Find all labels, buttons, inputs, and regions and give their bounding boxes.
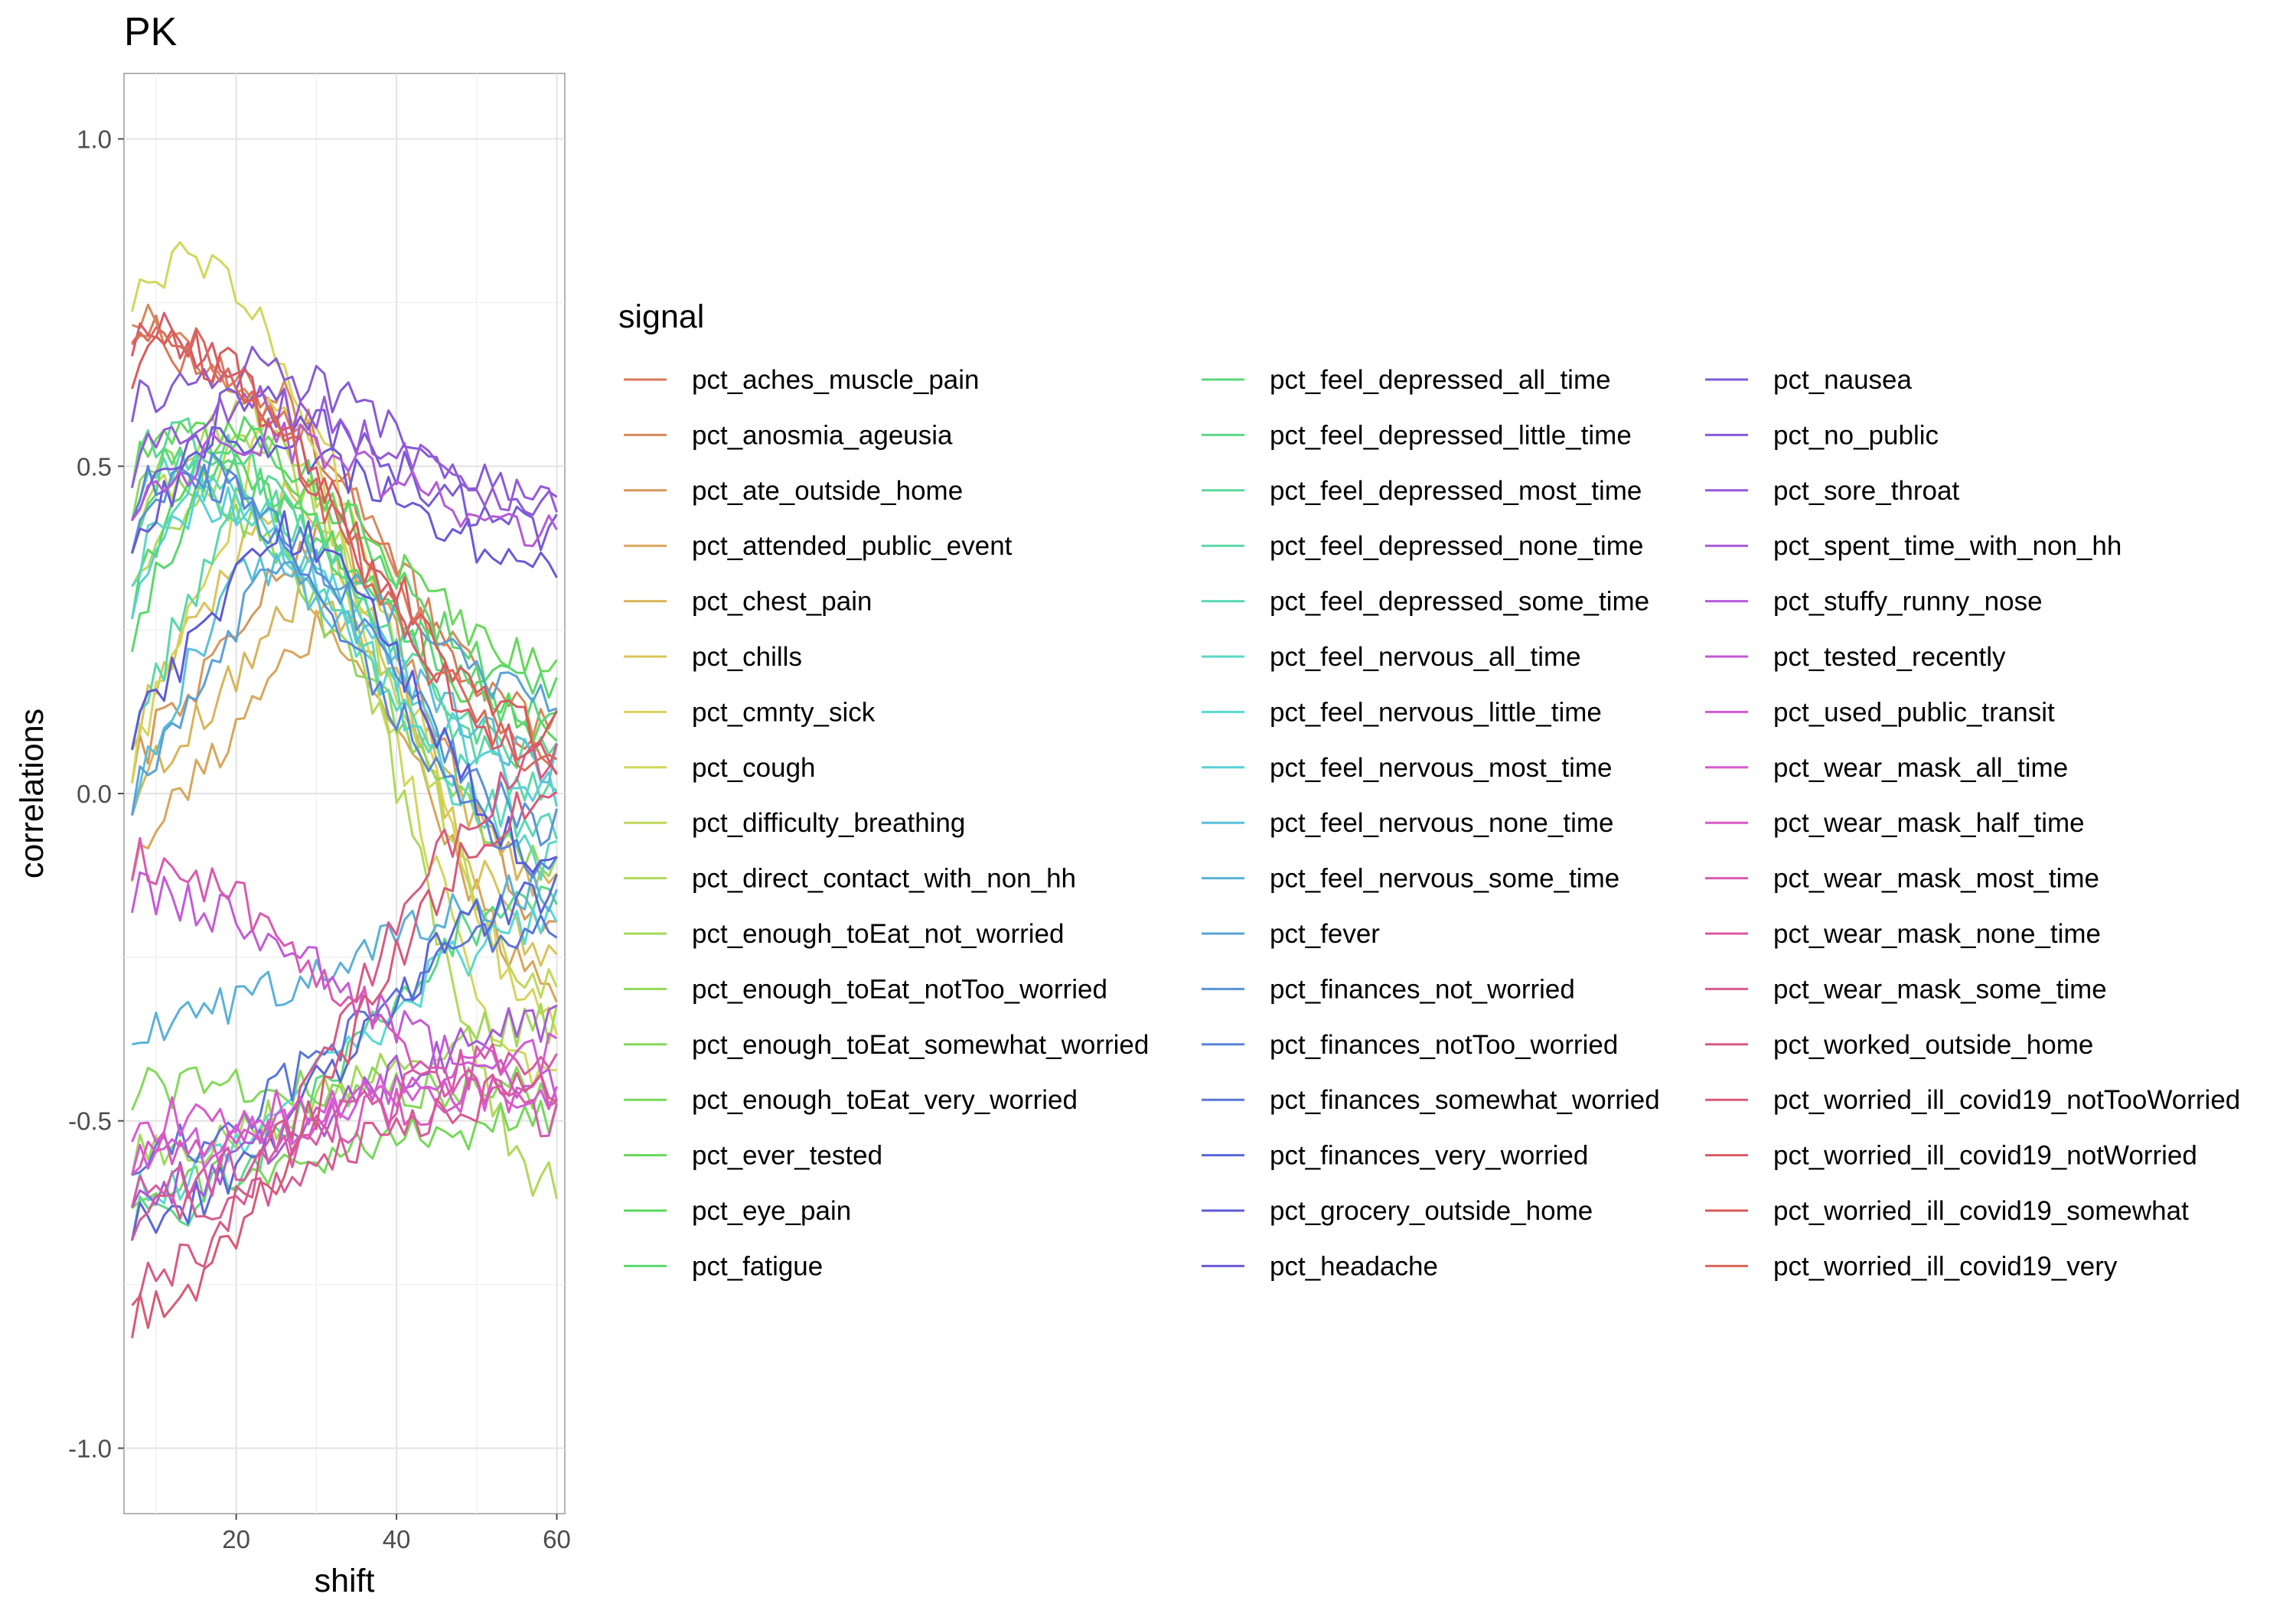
series-line-pct_feel_nervous_all_time <box>131 461 557 882</box>
y-tick-label: -1.0 <box>68 1434 112 1462</box>
legend-label: pct_chest_pain <box>692 587 872 617</box>
series-line-pct_feel_nervous_some_time <box>132 871 558 1046</box>
legend-label: pct_direct_contact_with_non_hh <box>692 864 1076 894</box>
series-line-pct_fever <box>131 549 558 816</box>
legend-label: pct_finances_not_worried <box>1270 974 1575 1004</box>
series-line-pct_worried_ill_covid19_somewhat <box>131 328 558 748</box>
legend-label: pct_enough_toEat_somewhat_worried <box>692 1030 1149 1060</box>
y-axis-label: correlations <box>14 709 51 878</box>
series-line-pct_finances_not_worried <box>131 451 558 847</box>
legend-label: pct_enough_toEat_very_worried <box>692 1085 1078 1115</box>
legend-label: pct_anosmia_ageusia <box>692 420 953 450</box>
legend-label: pct_cough <box>692 753 816 783</box>
y-tick-label: -0.5 <box>68 1107 112 1136</box>
legend-label: pct_wear_mask_all_time <box>1773 753 2068 783</box>
legend-label: pct_cmnty_sick <box>692 697 876 727</box>
legend-label: pct_aches_muscle_pain <box>692 365 980 395</box>
series-line-pct_tested_recently <box>131 871 558 1102</box>
legend-label: pct_headache <box>1270 1251 1438 1281</box>
series-line-pct_headache <box>131 425 558 579</box>
series-line-pct_worked_outside_home <box>131 743 558 1306</box>
legend-label: pct_worried_ill_covid19_notTooWorried <box>1773 1085 2240 1115</box>
legend-label: pct_ever_tested <box>692 1141 882 1171</box>
series-line-pct_worried_ill_covid19_notTooWorried <box>131 790 558 1338</box>
legend-label: pct_feel_nervous_little_time <box>1270 697 1602 727</box>
legend-label: pct_worried_ill_covid19_very <box>1773 1251 2118 1281</box>
legend-label: pct_grocery_outside_home <box>1270 1196 1593 1226</box>
legend-label: pct_nausea <box>1773 365 1913 395</box>
legend-label: pct_feel_depressed_all_time <box>1270 365 1611 395</box>
series-line-pct_worried_ill_covid19_very <box>131 326 558 772</box>
legend-label: pct_chills <box>692 642 802 672</box>
legend-label: pct_feel_nervous_all_time <box>1270 642 1581 672</box>
legend-label: pct_worked_outside_home <box>1773 1030 2093 1060</box>
x-tick-label: 60 <box>543 1525 571 1553</box>
legend-label: pct_spent_time_with_non_hh <box>1773 531 2122 561</box>
legend-label: pct_feel_depressed_none_time <box>1270 531 1643 561</box>
x-tick-label: 40 <box>383 1525 411 1553</box>
series-line-pct_sore_throat <box>131 385 558 513</box>
series-line-pct_stuffy_runny_nose <box>131 418 558 547</box>
series-line-pct_finances_very_worried <box>131 874 558 1241</box>
y-tick-label: 0.5 <box>77 452 112 481</box>
x-axis-label: shift <box>315 1563 375 1599</box>
legend-label: pct_finances_somewhat_worried <box>1270 1085 1660 1115</box>
legend-label: pct_tested_recently <box>1773 642 2006 672</box>
series-line-pct_used_public_transit <box>131 1032 558 1175</box>
legend-label: pct_wear_mask_half_time <box>1773 808 2085 838</box>
legend-label: pct_wear_mask_most_time <box>1773 864 2099 894</box>
legend-label: pct_wear_mask_some_time <box>1773 974 2107 1004</box>
legend-label: pct_worried_ill_covid19_notWorried <box>1773 1141 2197 1171</box>
series-line-pct_enough_toEat_notToo_worried <box>131 447 558 878</box>
legend-label: pct_sore_throat <box>1773 476 1959 506</box>
legend-label: pct_attended_public_event <box>692 531 1013 561</box>
chart-title: PK <box>124 10 178 54</box>
series-line-pct_wear_mask_most_time <box>131 836 558 1138</box>
y-axis-ticks: 1.0 0.5 0.0 -0.5 -1.0 <box>68 125 124 1462</box>
legend-label: pct_fever <box>1270 919 1380 949</box>
legend-entries: pct_aches_muscle_pain pct_anosmia_ageusia… <box>624 365 2240 1281</box>
series-line-pct_finances_somewhat_worried <box>131 914 558 1176</box>
legend-label: pct_used_public_transit <box>1773 697 2055 727</box>
series-line-pct_wear_mask_none_time <box>131 1043 558 1208</box>
series-line-pct_difficulty_breathing <box>131 395 558 999</box>
legend-title: signal <box>618 298 704 335</box>
legend-label: pct_eye_pain <box>692 1196 851 1226</box>
series-line-pct_feel_depressed_little_time <box>131 885 558 1241</box>
legend-label: pct_feel_depressed_little_time <box>1270 420 1632 450</box>
legend-label: pct_worried_ill_covid19_somewhat <box>1773 1196 2189 1226</box>
legend-label: pct_no_public <box>1773 420 1939 450</box>
series-line-pct_grocery_outside_home <box>131 510 558 874</box>
series-lines <box>131 241 558 1338</box>
legend-label: pct_enough_toEat_notToo_worried <box>692 974 1107 1004</box>
legend-label: pct_wear_mask_none_time <box>1773 919 2101 949</box>
legend-label: pct_stuffy_runny_nose <box>1773 587 2043 617</box>
legend-label: pct_feel_nervous_most_time <box>1270 753 1612 783</box>
legend-label: pct_enough_toEat_not_worried <box>692 919 1064 949</box>
legend-label: pct_fatigue <box>692 1251 823 1281</box>
series-line-pct_wear_mask_all_time <box>131 1077 558 1144</box>
series-line-pct_spent_time_with_non_hh <box>131 1004 558 1208</box>
legend-label: pct_difficulty_breathing <box>692 808 965 838</box>
y-tick-label: 1.0 <box>77 125 112 154</box>
legend-label: pct_feel_nervous_none_time <box>1270 808 1613 838</box>
legend-label: pct_feel_depressed_most_time <box>1270 476 1642 506</box>
series-line-pct_wear_mask_some_time <box>131 1071 558 1240</box>
legend-label: pct_finances_notToo_worried <box>1270 1030 1618 1060</box>
legend-label: pct_feel_nervous_some_time <box>1270 864 1619 894</box>
legend: signal pct_aches_muscle_pain pct_anosmia_… <box>618 298 2240 1281</box>
legend-label: pct_finances_very_worried <box>1270 1141 1588 1171</box>
y-tick-label: 0.0 <box>77 780 112 808</box>
legend-label: pct_ate_outside_home <box>692 476 963 506</box>
legend-label: pct_feel_depressed_some_time <box>1270 587 1649 617</box>
series-line-pct_attended_public_event <box>131 609 558 1003</box>
series-line-pct_ever_tested <box>131 420 558 673</box>
x-axis-ticks: 20 40 60 <box>222 1514 571 1553</box>
x-tick-label: 20 <box>222 1525 250 1553</box>
